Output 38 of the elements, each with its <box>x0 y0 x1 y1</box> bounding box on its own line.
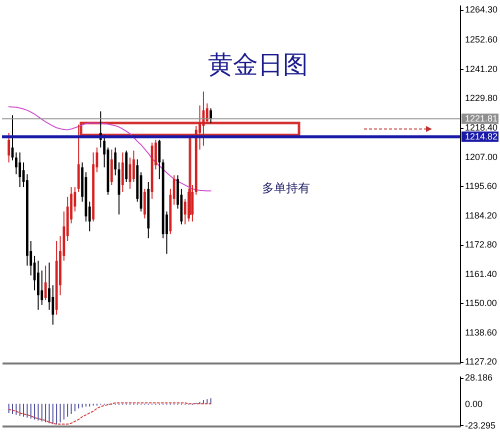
y-tick-label: 1195.60 <box>465 181 497 192</box>
candlestick <box>144 188 146 219</box>
ref-line-label: 1214.82 <box>465 132 498 142</box>
y-tick-label: 1172.80 <box>465 240 497 250</box>
candlestick <box>158 139 161 180</box>
candlestick <box>191 184 194 222</box>
candlestick <box>18 152 22 188</box>
y-tick-label: 1138.60 <box>465 327 497 338</box>
y-tick-label: 1150.00 <box>465 298 497 308</box>
line-series <box>8 402 212 425</box>
y-tick-label: 1207.00 <box>465 152 498 162</box>
y-tick-label: 1127.20 <box>465 356 497 367</box>
y-tick-label: 1241.20 <box>465 64 498 74</box>
ref-line-label: 1221.81 <box>465 114 498 124</box>
candlestick <box>121 152 124 192</box>
annotation: 多单持有 <box>262 180 310 197</box>
candlestick <box>8 132 10 163</box>
candlestick <box>37 260 40 310</box>
candlestick <box>44 265 47 301</box>
candlestick <box>14 152 18 175</box>
y-tick-label: 28.186 <box>465 372 493 383</box>
candlestick <box>114 147 117 176</box>
candlestick <box>40 270 44 306</box>
y-tick-label: 1229.80 <box>465 93 498 104</box>
candlestick <box>210 108 212 124</box>
y-tick-label: 1161.40 <box>465 268 497 279</box>
candlestick <box>206 102 208 124</box>
text: 黄金日图 <box>207 49 309 81</box>
y-tick-label: 1264.30 <box>465 4 498 15</box>
y-tick-label: 0.00 <box>465 398 483 409</box>
y-tick-label: 1218.40 <box>465 122 498 132</box>
y-tick-label: -23.295 <box>465 420 496 430</box>
candlestick <box>132 150 135 182</box>
y-tick-label: 1184.20 <box>465 210 497 220</box>
y-tick-label: 1252.60 <box>465 34 498 45</box>
candlestick <box>48 262 50 310</box>
candlestick <box>110 149 113 186</box>
candlestick <box>52 284 54 326</box>
